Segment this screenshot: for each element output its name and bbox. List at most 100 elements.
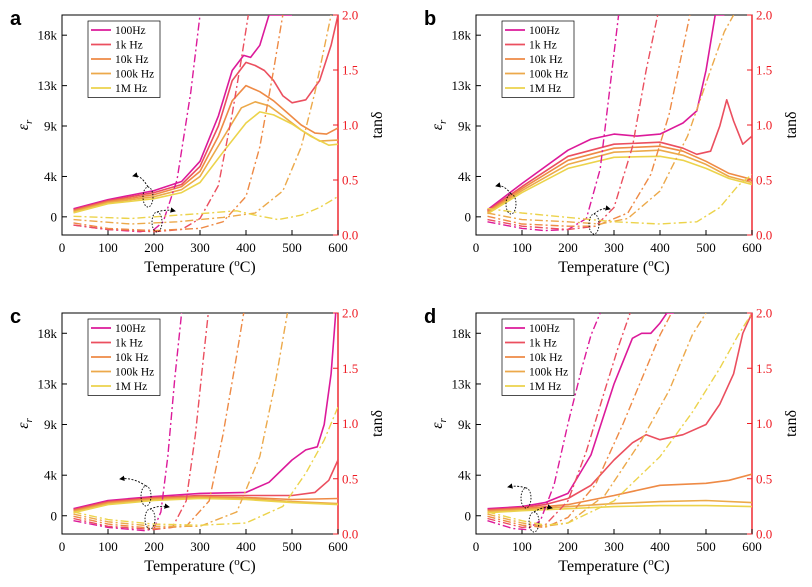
permittivity-line-5 <box>487 504 752 514</box>
x-tick-label: 600 <box>328 539 348 554</box>
loss-tangent-line-1 <box>73 15 201 233</box>
y-tick-label: 18k <box>38 326 58 341</box>
y2-tick-label: 1.5 <box>756 361 772 376</box>
x-axis-title: Temperature (oC) <box>558 257 669 276</box>
y2-tick-label: 2.0 <box>756 8 772 23</box>
x-tick-label: 300 <box>190 240 210 255</box>
legend: 100Hz 1k Hz 10k Hz 100k Hz 1M Hz <box>501 318 575 396</box>
y-tick-label: 9k <box>44 417 58 432</box>
y2-tick-label: 2.0 <box>756 306 772 321</box>
y2-axis-title: tanδ <box>369 111 386 138</box>
legend-label: 10k Hz <box>115 54 149 66</box>
x-tick-label: 200 <box>144 539 164 554</box>
legend-label: 10k Hz <box>529 352 563 364</box>
panel-letter: c <box>10 306 21 328</box>
permittivity-line-1 <box>487 313 674 510</box>
panel-c: 0 100 200 300 400 500 600 0 4k 9k 13k 18k 0.0 0.5 1.0 1… <box>10 306 386 576</box>
permittivity-line-4 <box>73 496 338 513</box>
annotation-ellipse <box>151 211 163 233</box>
permittivity-line-3 <box>73 84 338 212</box>
legend-label: 1M Hz <box>529 381 561 393</box>
loss-tangent-line-4 <box>487 313 707 528</box>
permittivity-line-5 <box>73 497 338 514</box>
y-tick-label: 9k <box>458 119 472 134</box>
x-tick-label: 300 <box>604 539 624 554</box>
x-tick-label: 0 <box>473 539 480 554</box>
y2-tick-label: 1.0 <box>756 118 772 133</box>
annotation-ellipse <box>142 186 154 208</box>
y-tick-label: 18k <box>452 326 472 341</box>
y2-tick-label: 0.0 <box>342 527 358 542</box>
panel-letter: d <box>424 306 436 328</box>
permittivity-line-3 <box>73 495 338 512</box>
loss-tangent-line-5 <box>73 406 338 526</box>
loss-tangent-line-5 <box>487 173 752 225</box>
loss-tangent-line-3 <box>487 313 673 529</box>
plot-area <box>487 15 752 232</box>
loss-tangent-line-2 <box>73 15 249 233</box>
y-tick-label: 4k <box>44 468 58 483</box>
annotation-ellipse <box>505 193 517 215</box>
x-tick-label: 600 <box>742 539 762 554</box>
loss-tangent-line-1 <box>487 15 620 232</box>
plot-area <box>73 313 338 532</box>
x-tick-label: 100 <box>512 240 532 255</box>
loss-tangent-line-2 <box>487 15 659 231</box>
legend-label: 100k Hz <box>529 367 568 379</box>
permittivity-line-4 <box>73 101 338 213</box>
y2-tick-label: 2.0 <box>342 8 358 23</box>
loss-tangent-line-3 <box>73 313 245 530</box>
loss-tangent-line-4 <box>487 15 735 225</box>
permittivity-line-5 <box>73 111 338 214</box>
x-tick-label: 400 <box>236 240 256 255</box>
x-tick-label: 500 <box>696 539 716 554</box>
permittivity-line-4 <box>487 499 752 513</box>
y2-axis-title: tanδ <box>783 410 800 437</box>
panel-letter: b <box>424 8 436 30</box>
plot-area <box>487 313 752 531</box>
x-axis-title: Temperature (oC) <box>558 556 669 575</box>
annotation-arrow <box>119 475 147 487</box>
y-axis-title: εr <box>15 119 35 130</box>
x-tick-label: 100 <box>512 539 532 554</box>
y-axis-title: εr <box>15 417 35 428</box>
x-tick-label: 500 <box>282 240 302 255</box>
loss-tangent-line-4 <box>73 15 332 225</box>
annotation-arrow <box>507 483 527 489</box>
legend: 100Hz 1k Hz 10k Hz 100k Hz 1M Hz <box>87 318 161 396</box>
permittivity-line-2 <box>487 313 752 511</box>
permittivity-line-2 <box>487 99 752 212</box>
plot-area <box>73 15 338 233</box>
y-tick-label: 13k <box>452 376 472 391</box>
x-tick-label: 200 <box>144 240 164 255</box>
x-tick-label: 600 <box>328 240 348 255</box>
y2-axis-title: tanδ <box>783 111 800 138</box>
x-tick-label: 500 <box>282 539 302 554</box>
y2-tick-label: 0.0 <box>756 228 772 243</box>
y2-tick-label: 0.0 <box>756 527 772 542</box>
annotation-ellipse <box>588 213 600 235</box>
legend: 100Hz 1k Hz 10k Hz 100k Hz 1M Hz <box>501 20 575 98</box>
loss-tangent-line-3 <box>73 15 284 232</box>
loss-tangent-line-2 <box>73 313 209 531</box>
legend-label: 1k Hz <box>115 40 143 52</box>
y-axis-title: εr <box>429 417 449 428</box>
y-tick-label: 13k <box>38 376 58 391</box>
y-tick-label: 9k <box>44 119 58 134</box>
y-tick-label: 18k <box>452 28 472 43</box>
y-tick-label: 0 <box>51 209 58 224</box>
x-tick-label: 500 <box>696 240 716 255</box>
permittivity-line-4 <box>487 149 752 214</box>
loss-tangent-line-4 <box>73 313 289 527</box>
y-axis-title: εr <box>429 119 449 130</box>
x-tick-label: 600 <box>742 240 762 255</box>
annotation-arrow <box>495 182 512 195</box>
y2-tick-label: 1.0 <box>756 416 772 431</box>
y2-tick-label: 1.5 <box>756 63 772 78</box>
permittivity-line-2 <box>73 15 338 211</box>
permittivity-line-3 <box>487 145 752 213</box>
panel-b: 0 100 200 300 400 500 600 0 4k 9k 13k 18k 0.0 0.5 1.0 1… <box>424 8 800 277</box>
loss-tangent-line-1 <box>73 313 183 532</box>
x-tick-label: 0 <box>59 539 66 554</box>
